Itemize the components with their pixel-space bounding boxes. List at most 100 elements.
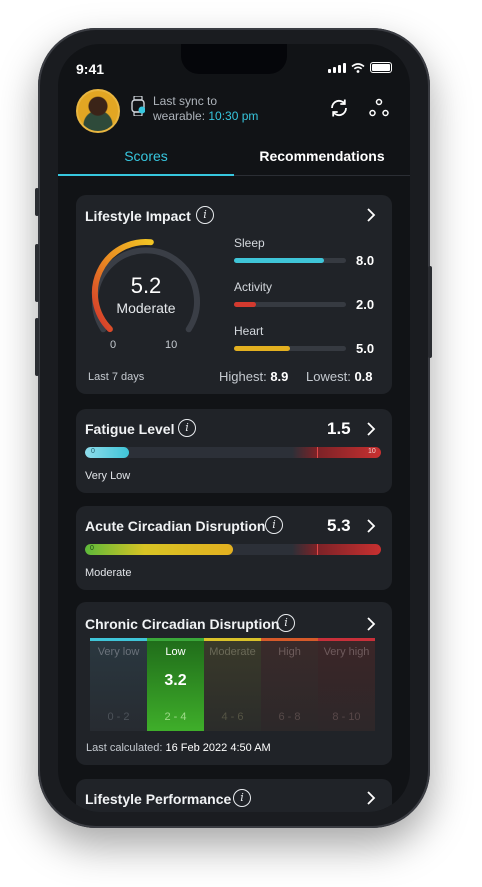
segment-color-bar (90, 638, 147, 641)
power-button (428, 266, 432, 358)
segment-very-low: Very low 0 - 2 (90, 638, 147, 731)
info-icon[interactable]: i (233, 789, 251, 807)
acute-disruption-card[interactable]: Acute Circadian Disruption i 5.3 0 Moder… (76, 506, 392, 590)
acute-bar: 0 (85, 544, 381, 555)
performance-title: Lifestyle Performance (85, 791, 232, 807)
tab-bar: Scores Recommendations (58, 140, 410, 176)
chevron-right-icon[interactable] (366, 791, 376, 805)
acute-bar-fill (85, 544, 233, 555)
gauge-max: 10 (165, 339, 178, 351)
fatigue-value: 1.5 (327, 419, 351, 438)
highest: Highest: 8.9 (219, 369, 288, 384)
connections-icon[interactable] (368, 97, 390, 119)
tab-recommendations[interactable]: Recommendations (259, 148, 385, 164)
segment-very-high: Very high 8 - 10 (318, 638, 375, 731)
segment-color-bar (204, 638, 261, 641)
status-icons (328, 62, 392, 73)
period-label: Last 7 days (88, 371, 145, 383)
fatigue-label: Very Low (85, 470, 131, 482)
lifestyle-score: 5.2 (130, 273, 162, 298)
fatigue-bar-fill (85, 447, 130, 458)
signal-icon (328, 62, 346, 73)
segment-name: Very high (323, 646, 370, 658)
lowest-label: Lowest: (306, 369, 351, 384)
volume-down-button (35, 318, 39, 376)
lifestyle-impact-card[interactable]: Lifestyle Impact i 5.2 Moderate 0 10 Sle… (76, 195, 392, 394)
side-button (35, 188, 39, 216)
threshold-mark (317, 544, 318, 555)
sync-label-2: wearable: (153, 109, 206, 123)
chevron-right-icon[interactable] (366, 617, 376, 631)
threshold-mark (317, 447, 318, 458)
avatar[interactable] (76, 89, 120, 133)
segment-color-bar (261, 638, 318, 641)
sync-status: Last sync to wearable: 10:30 pm (153, 94, 258, 124)
chronic-value: 3.2 (164, 672, 187, 689)
notch (181, 44, 287, 74)
chevron-right-icon[interactable] (366, 519, 376, 533)
metric-fill-sleep (234, 258, 324, 263)
lowest-value: 0.8 (354, 369, 373, 384)
last-calculated-value: 16 Feb 2022 4:50 AM (165, 742, 271, 754)
gauge-min: 0 (110, 339, 117, 351)
metric-value-sleep: 8.0 (356, 253, 375, 268)
fatigue-scale-min: 0 (91, 448, 95, 455)
chevron-right-icon[interactable] (366, 208, 376, 222)
info-icon[interactable]: i (178, 419, 196, 437)
metric-label-sleep: Sleep (234, 236, 265, 250)
last-calculated-label: Last calculated: (86, 742, 163, 754)
highest-label: Highest: (219, 369, 267, 384)
segment-range: 4 - 6 (221, 711, 244, 723)
lowest: Lowest: 0.8 (306, 369, 373, 384)
segment-high: High 6 - 8 (261, 638, 318, 731)
segment-range: 6 - 8 (278, 711, 301, 723)
metric-value-activity: 2.0 (356, 297, 375, 312)
fatigue-card[interactable]: Fatigue Level i 1.5 0 10 Very Low (76, 409, 392, 493)
info-icon[interactable]: i (265, 516, 283, 534)
gauge (91, 238, 200, 333)
metric-value-heart: 5.0 (356, 341, 375, 356)
segment-name: High (278, 646, 301, 658)
segment-low: Low 3.2 2 - 4 (147, 638, 204, 731)
fatigue-title: Fatigue Level (85, 421, 175, 437)
segment-name: Moderate (209, 646, 256, 658)
acute-title: Acute Circadian Disruption (85, 518, 266, 534)
info-icon[interactable]: i (196, 206, 214, 224)
metric-label-activity: Activity (234, 280, 273, 294)
segment-moderate: Moderate 4 - 6 (204, 638, 261, 731)
info-icon[interactable]: i (277, 614, 295, 632)
fatigue-scale-max: 10 (368, 448, 376, 455)
tab-underline (58, 174, 234, 176)
metric-fill-activity (234, 302, 257, 307)
chronic-title: Chronic Circadian Disruption (85, 616, 280, 632)
metric-fill-heart (234, 346, 290, 351)
metric-label-heart: Heart (234, 324, 264, 338)
chronic-disruption-card[interactable]: Chronic Circadian Disruption i Very low … (76, 602, 392, 765)
watch-icon (131, 96, 145, 116)
wifi-icon (351, 62, 365, 73)
gauge-fill (91, 238, 154, 333)
lifestyle-impact-title: Lifestyle Impact (85, 208, 191, 224)
segment-range: 8 - 10 (332, 711, 361, 723)
chevron-right-icon[interactable] (366, 422, 376, 436)
segment-name: Very low (97, 646, 140, 658)
segment-name: Low (165, 646, 186, 658)
highest-value: 8.9 (270, 369, 289, 384)
fatigue-bar: 0 10 (85, 447, 381, 458)
metric-track-activity (234, 302, 346, 307)
segment-color-bar (147, 638, 204, 641)
lifestyle-performance-card[interactable]: Lifestyle Performance i (76, 779, 392, 812)
metric-track-sleep (234, 258, 346, 263)
sync-label: Last sync to (153, 94, 218, 108)
acute-label: Moderate (85, 567, 132, 579)
segment-range: 2 - 4 (164, 711, 187, 723)
metric-track-heart (234, 346, 346, 351)
segment-color-bar (318, 638, 375, 641)
volume-up-button (35, 244, 39, 302)
battery-icon (370, 62, 392, 73)
acute-scale-min: 0 (90, 545, 94, 552)
sync-icon[interactable] (328, 97, 350, 119)
lifestyle-score-label: Moderate (116, 300, 176, 316)
sync-time: 10:30 pm (208, 109, 259, 123)
tab-scores[interactable]: Scores (124, 148, 168, 164)
